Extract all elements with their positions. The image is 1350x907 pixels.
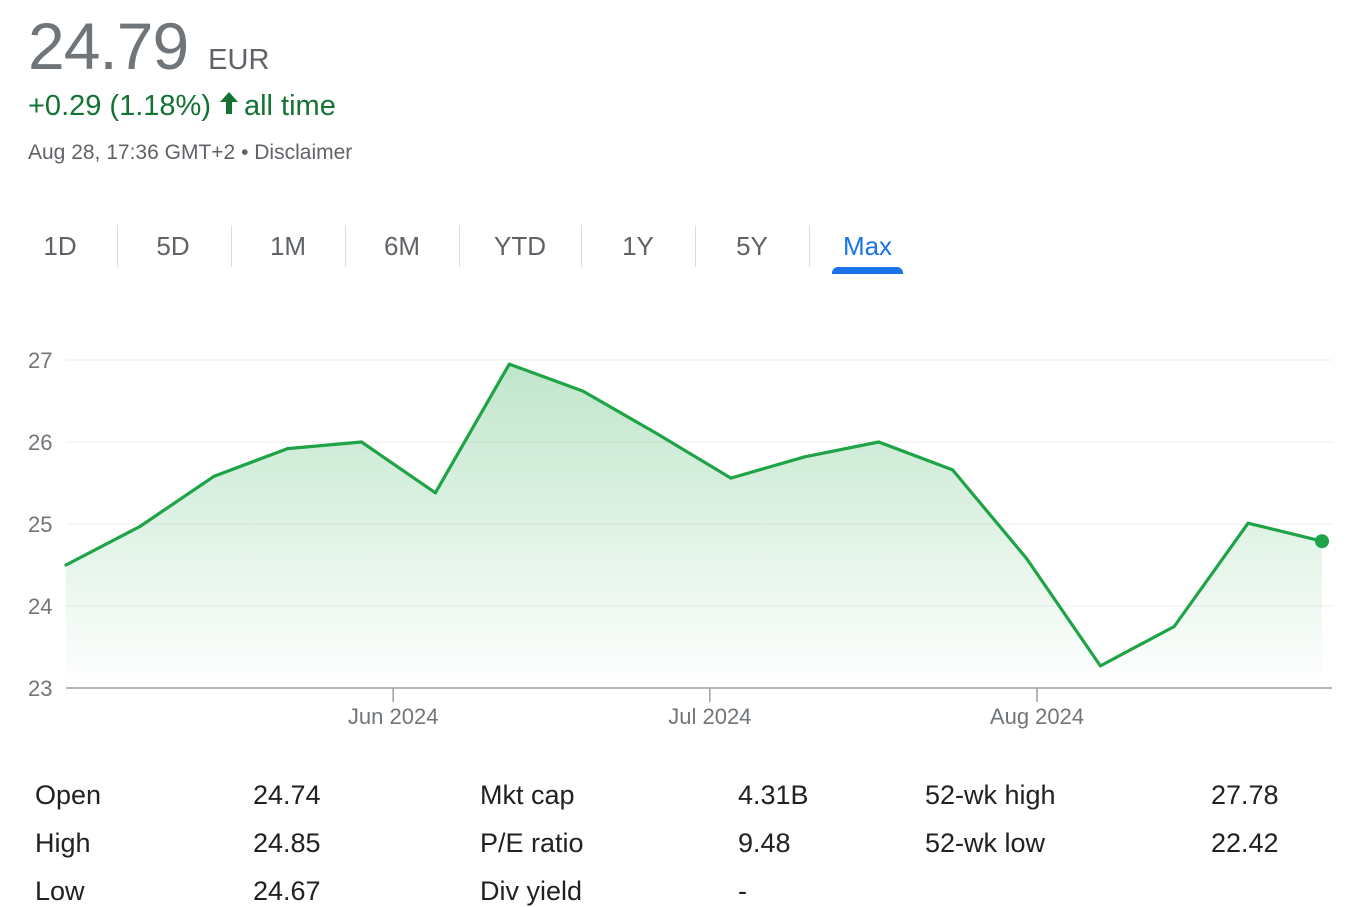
current-price: 24.79	[28, 9, 189, 83]
data-point	[64, 563, 68, 567]
x-tick-label: Jun 2024	[348, 704, 439, 729]
price-line: 24.79 EUR	[28, 8, 1028, 84]
y-tick-label: 24	[28, 594, 52, 619]
quote-timestamp: Aug 28, 17:36 GMT+2	[28, 141, 236, 164]
tab-6m[interactable]: 6M	[383, 231, 421, 261]
price-chart[interactable]: 27 26 25 24 23 Jun 2024 Jul 2024 Aug 2024	[0, 320, 1350, 740]
data-point	[507, 362, 511, 366]
stat-value-open: 24.74	[253, 780, 321, 810]
change-value: +0.29 (1.18%)	[28, 90, 211, 122]
tab-divider	[581, 225, 582, 267]
tab-1d[interactable]: 1D	[43, 231, 77, 261]
meta-separator: •	[241, 141, 249, 164]
data-point	[1024, 556, 1028, 560]
y-tick-label: 27	[28, 348, 52, 373]
quote-meta: Aug 28, 17:36 GMT+2 • Disclaimer	[28, 141, 1028, 165]
stat-value-div-yield: -	[738, 876, 747, 906]
tab-max[interactable]: Max	[832, 223, 903, 274]
price-area-fill	[66, 364, 1322, 688]
tab-5d[interactable]: 5D	[156, 231, 190, 261]
change-period: all time	[243, 90, 336, 122]
data-point	[433, 491, 437, 495]
tab-1m[interactable]: 1M	[269, 231, 307, 261]
range-tabs: 1D 5D 1M 6M YTD 1Y 5Y Max	[0, 223, 920, 277]
disclaimer-link[interactable]: Disclaimer	[254, 141, 353, 164]
last-price-marker	[1315, 534, 1329, 549]
tab-divider	[695, 225, 696, 267]
y-tick-label: 26	[28, 430, 52, 455]
price-change: +0.29 (1.18%) all time	[28, 90, 1028, 123]
stat-label-open: Open	[35, 780, 102, 810]
data-point	[951, 468, 955, 472]
data-point	[212, 474, 216, 478]
data-point	[1098, 664, 1102, 668]
stat-value-52wk-low: 22.42	[1211, 828, 1279, 858]
data-point	[360, 440, 364, 444]
tab-divider	[459, 225, 460, 267]
tab-ytd[interactable]: YTD	[494, 231, 546, 261]
data-point	[877, 440, 881, 444]
y-tick-label: 25	[28, 512, 52, 537]
stat-label-high: High	[35, 828, 91, 858]
key-stats: Open 24.74 High 24.85 Low 24.67 Mkt cap …	[35, 772, 1335, 906]
data-point	[1172, 625, 1176, 628]
y-tick-label: 23	[28, 676, 52, 701]
stat-label-mkt-cap: Mkt cap	[480, 780, 575, 810]
tab-divider	[345, 225, 346, 267]
stat-value-low: 24.67	[253, 876, 321, 906]
x-tick-label: Aug 2024	[990, 704, 1084, 729]
x-tick-label: Jul 2024	[668, 704, 751, 729]
data-point	[803, 455, 807, 459]
data-point	[581, 389, 585, 393]
tab-5y[interactable]: 5Y	[736, 231, 768, 261]
stat-value-mkt-cap: 4.31B	[738, 780, 809, 810]
stat-value-high: 24.85	[253, 828, 321, 858]
tab-divider	[117, 225, 118, 267]
tab-divider	[231, 225, 232, 267]
currency-code: EUR	[208, 44, 270, 76]
tab-1y[interactable]: 1Y	[622, 231, 654, 261]
stat-label-div-yield: Div yield	[480, 876, 583, 906]
quote-header: 24.79 EUR +0.29 (1.18%) all time Aug 28,…	[28, 8, 1028, 165]
price-line-series	[64, 362, 1324, 668]
stat-label-52wk-low: 52-wk low	[925, 828, 1046, 858]
stat-label-low: Low	[35, 876, 85, 906]
stat-value-52wk-high: 27.78	[1211, 780, 1279, 810]
tab-divider	[809, 225, 810, 267]
stat-label-pe-ratio: P/E ratio	[480, 828, 584, 858]
data-point	[1246, 521, 1250, 525]
data-point	[138, 524, 142, 528]
stat-label-52wk-high: 52-wk high	[925, 780, 1056, 810]
stat-value-pe-ratio: 9.48	[738, 828, 791, 858]
data-point	[729, 476, 733, 480]
data-point	[286, 447, 290, 451]
active-tab-indicator	[832, 267, 903, 274]
arrow-up-icon	[219, 90, 239, 123]
data-point	[655, 432, 659, 436]
